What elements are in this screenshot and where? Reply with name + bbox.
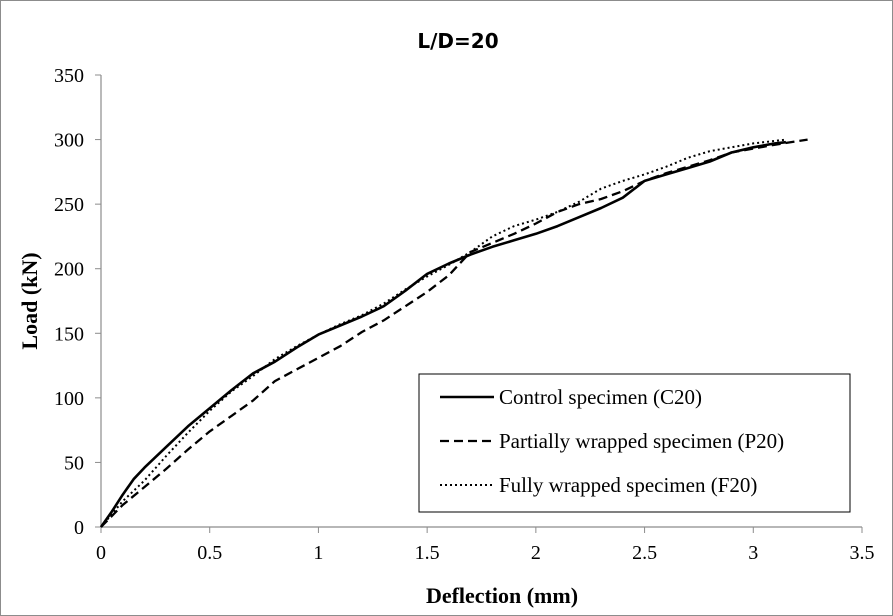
x-tick-label: 1.5 xyxy=(415,542,440,564)
y-tick-label: 250 xyxy=(54,194,84,216)
series-line-dotted xyxy=(100,138,787,528)
series-lines xyxy=(99,138,808,528)
chart-title: L/D=20 xyxy=(417,29,498,53)
x-tick-label: 0 xyxy=(96,542,106,564)
series-line-dashed xyxy=(100,138,808,528)
y-tick-label: 0 xyxy=(74,517,84,539)
x-tick-label: 0.5 xyxy=(197,542,222,564)
legend: Control specimen (C20) Partially wrapped … xyxy=(418,373,851,513)
legend-label: Partially wrapped specimen (P20) xyxy=(499,429,784,453)
axes: 0 0.5 1 1.5 2 2.5 3 3.5 0 50 100 150 200 250 300 350 xyxy=(54,65,875,564)
x-axis-title: Deflection (mm) xyxy=(426,583,578,608)
y-axis-title: Load (kN) xyxy=(17,252,42,349)
x-tick-label: 2 xyxy=(531,542,541,564)
x-tick-label: 2.5 xyxy=(632,542,657,564)
y-tick-label: 150 xyxy=(54,323,84,345)
x-tick-label: 3 xyxy=(748,542,758,564)
y-tick-label: 300 xyxy=(54,130,84,152)
legend-label: Control specimen (C20) xyxy=(499,385,702,409)
y-tick-label: 200 xyxy=(54,259,84,281)
series-line-solid xyxy=(99,140,787,528)
x-tick-label: 3.5 xyxy=(850,542,875,564)
x-tick-label: 1 xyxy=(313,542,323,564)
y-tick-label: 50 xyxy=(64,452,84,474)
legend-label: Fully wrapped specimen (F20) xyxy=(499,473,757,497)
y-tick-label: 350 xyxy=(54,65,84,87)
y-tick-label: 100 xyxy=(54,388,84,410)
